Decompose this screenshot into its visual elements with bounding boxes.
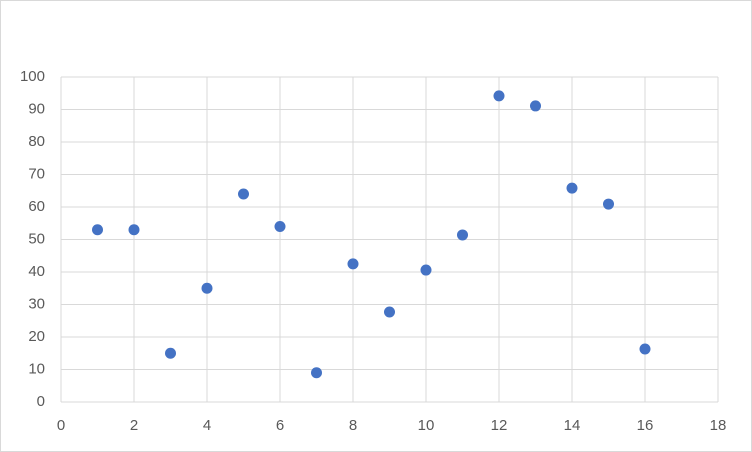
tick-labels: 0 10 20 30 40 50 60 70 80 90 100 0 2 4 6 8 10 12 14 16 18 (20, 68, 726, 434)
point (493, 90, 505, 102)
point (201, 282, 213, 294)
point (566, 182, 578, 194)
point (384, 306, 395, 318)
x-tick-label: 12 (491, 417, 508, 434)
x-tick-label: 0 (57, 417, 65, 434)
x-tick-label: 14 (564, 417, 581, 434)
point (603, 198, 614, 210)
x-tick-label: 18 (710, 417, 727, 434)
point (347, 258, 359, 270)
y-tick-label: 20 (28, 328, 45, 345)
point (92, 224, 103, 236)
point (165, 347, 176, 359)
y-tick-label: 70 (28, 165, 45, 182)
y-tick-label: 60 (28, 198, 45, 215)
point (457, 229, 468, 241)
grid (60, 76, 719, 403)
point (128, 224, 140, 236)
y-tick-label: 80 (28, 133, 45, 150)
y-tick-label: 10 (28, 360, 45, 377)
point (238, 188, 249, 200)
point (311, 367, 322, 379)
x-tick-label: 2 (130, 417, 138, 434)
y-tick-label: 100 (20, 68, 45, 85)
y-tick-label: 0 (37, 393, 45, 410)
point (420, 264, 432, 276)
point (639, 343, 651, 355)
point (530, 100, 541, 112)
points (92, 90, 651, 379)
x-tick-label: 4 (203, 417, 211, 434)
y-tick-label: 90 (28, 100, 45, 117)
point (274, 221, 286, 232)
x-tick-label: 6 (276, 417, 284, 434)
y-tick-label: 40 (28, 263, 45, 280)
x-tick-label: 16 (637, 417, 654, 434)
y-tick-label: 50 (28, 230, 45, 247)
x-tick-label: 8 (349, 417, 357, 434)
y-tick-label: 30 (28, 295, 45, 312)
x-tick-label: 10 (418, 417, 435, 434)
